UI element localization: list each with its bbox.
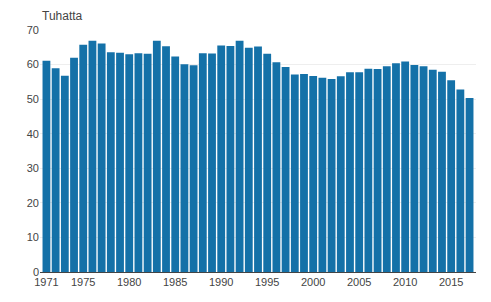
svg-text:10: 10	[27, 231, 39, 243]
svg-text:2010: 2010	[393, 276, 417, 288]
svg-text:Tuhatta: Tuhatta	[42, 9, 83, 23]
svg-text:70: 70	[27, 24, 39, 36]
svg-text:30: 30	[27, 162, 39, 174]
svg-text:2000: 2000	[301, 276, 325, 288]
svg-text:0: 0	[33, 266, 39, 278]
svg-text:20: 20	[27, 197, 39, 209]
svg-text:1985: 1985	[163, 276, 187, 288]
svg-text:2015: 2015	[439, 276, 463, 288]
svg-text:2005: 2005	[347, 276, 371, 288]
svg-text:1995: 1995	[255, 276, 279, 288]
svg-text:1980: 1980	[117, 276, 141, 288]
svg-text:1971: 1971	[34, 276, 58, 288]
svg-text:60: 60	[27, 58, 39, 70]
svg-text:50: 50	[27, 93, 39, 105]
svg-text:40: 40	[27, 128, 39, 140]
svg-text:1975: 1975	[71, 276, 95, 288]
svg-text:1990: 1990	[209, 276, 233, 288]
